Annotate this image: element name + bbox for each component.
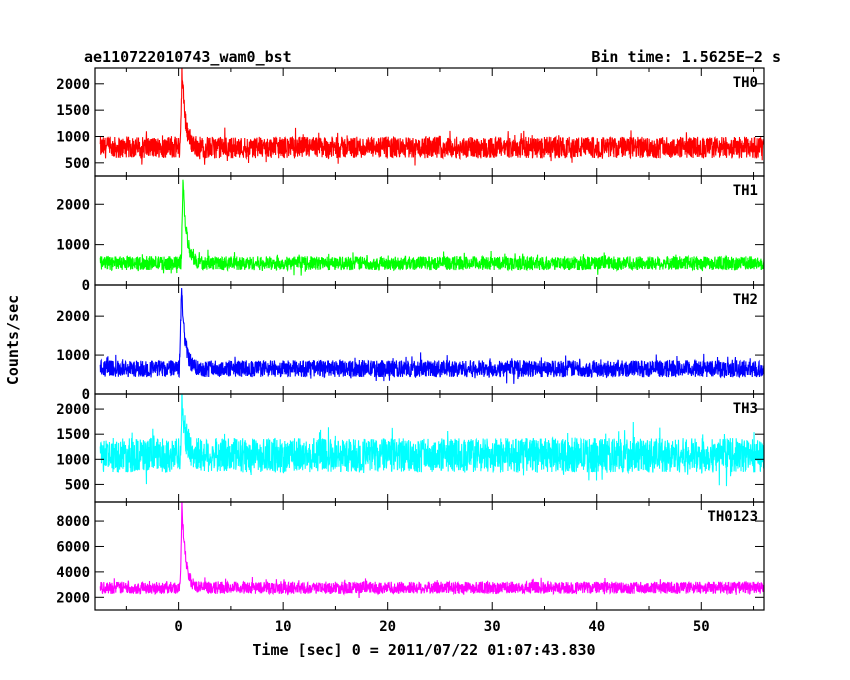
x-tick-label: 40 — [588, 619, 605, 635]
y-tick-label: 4000 — [56, 565, 90, 581]
panel-label: TH3 — [733, 401, 758, 417]
chart-title-left: ae110722010743_wam0_bst — [84, 48, 292, 66]
panel-label: TH2 — [733, 292, 758, 308]
y-tick-label: 500 — [65, 477, 90, 493]
y-tick-label: 0 — [82, 278, 90, 294]
y-tick-label: 1000 — [56, 348, 90, 364]
panel-frame — [94, 501, 765, 611]
panel-th2: 0 1000 2000 TH2 — [56, 284, 765, 403]
y-tick-label: 500 — [65, 156, 90, 172]
panel-frame — [94, 67, 765, 177]
panel-th0123: 2000 4000 6000 8000 TH0123 — [56, 501, 765, 611]
y-tick-label: 1000 — [56, 129, 90, 145]
y-tick-label: 2000 — [56, 197, 90, 213]
chart-title-right: Bin time: 1.5625E−2 s — [591, 48, 781, 66]
y-tick-label: 1500 — [56, 103, 90, 119]
panel-th3: 500 1000 1500 2000 TH3 — [56, 393, 765, 503]
panel-label: TH0 — [733, 75, 758, 91]
y-axis-label: Counts/sec — [4, 295, 22, 385]
y-tick-label: 2000 — [56, 590, 90, 606]
panel-th0: 500 1000 1500 2000 TH0 — [56, 67, 765, 177]
x-axis: 0 10 20 30 40 50 — [174, 619, 709, 635]
panel-frame — [94, 284, 765, 395]
y-tick-label: 1000 — [56, 238, 90, 254]
panel-label: TH0123 — [707, 509, 758, 525]
x-tick-label: 50 — [693, 619, 710, 635]
x-tick-label: 20 — [379, 619, 396, 635]
y-tick-label: 2000 — [56, 309, 90, 325]
y-tick-label: 6000 — [56, 539, 90, 555]
series-th1 — [99, 179, 764, 276]
y-tick-label: 2000 — [56, 402, 90, 418]
x-tick-label: 10 — [275, 619, 292, 635]
x-tick-label: 0 — [174, 619, 182, 635]
y-tick-label: 2000 — [56, 77, 90, 93]
panels: 500 1000 1500 2000 TH0 0 1000 2000 TH1 0 1000 2000 T… — [56, 67, 765, 611]
panel-label: TH1 — [733, 183, 758, 199]
series-th0 — [99, 68, 764, 166]
y-tick-label: 1500 — [56, 427, 90, 443]
panel-th1: 0 1000 2000 TH1 — [56, 175, 765, 294]
series-th3 — [99, 394, 764, 487]
y-tick-label: 1000 — [56, 452, 90, 468]
series-th0123 — [99, 502, 764, 599]
series-th2 — [99, 288, 764, 384]
y-tick-label: 0 — [82, 387, 90, 403]
x-axis-label: Time [sec] 0 = 2011/07/22 01:07:43.830 — [252, 641, 595, 659]
y-tick-label: 8000 — [56, 514, 90, 530]
x-tick-label: 30 — [484, 619, 501, 635]
